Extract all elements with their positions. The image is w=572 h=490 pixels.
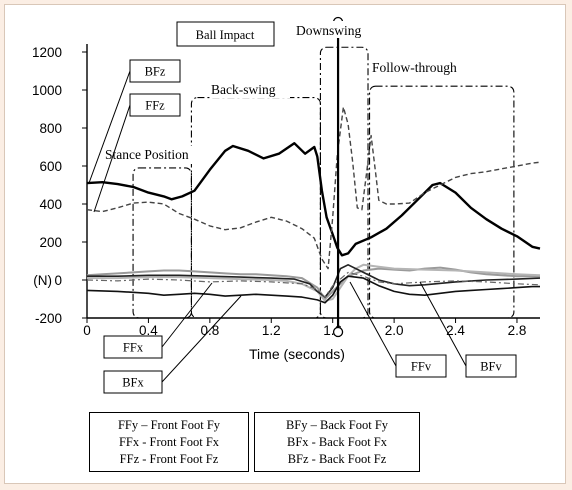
backswing-label: Back-swing: [211, 82, 276, 97]
legend-front-foot: FFy – Front Foot Fy FFx - Front Foot Fx …: [89, 412, 249, 472]
downswing-label: Downswing: [296, 23, 362, 38]
series-line-bfx: [86, 275, 540, 304]
annotations: Ball Impact Downswing Follow-through Back-s…: [88, 16, 517, 394]
callout-box-bfx: [103, 370, 163, 394]
follow-through-phase-box: [368, 85, 515, 319]
stance-label-bg: [104, 146, 208, 164]
series-line-ffz: [86, 106, 541, 270]
callout-box-bfz: [129, 59, 181, 83]
series-line-bfz: [86, 142, 541, 257]
legend-entry-bfx: BFx - Back Foot Fx: [286, 434, 387, 449]
follow-through-label-bg: [371, 58, 496, 76]
legend-back-foot: BFy – Back Foot Fy BFx - Back Foot Fx BF…: [254, 412, 420, 472]
callout-leader-ffx: [161, 282, 213, 348]
callout-box-ffz: [129, 93, 181, 117]
callout-box-bfv: [465, 354, 517, 378]
x-tick-label: 2.4: [446, 323, 465, 338]
legend-entry-bfy: BFy – Back Foot Fy: [285, 417, 389, 432]
legend-entry-bfz: BFz - Back Foot Fz: [287, 451, 387, 466]
y-tick-label: 1000: [32, 83, 62, 98]
legend-entry-ffz: FFz - Front Foot Fz: [119, 451, 219, 466]
callout-leader-ffv: [349, 281, 397, 367]
stance-label: Stance Position: [105, 147, 189, 162]
callout-label-ffz: FFz: [145, 99, 165, 113]
callout-leader-bfv: [419, 281, 467, 367]
downswing-label-bg: [296, 21, 373, 38]
series-line-unlabeled-6: [86, 271, 541, 298]
callout-label-bfz: BFz: [145, 65, 166, 79]
x-tick-label: 0: [83, 323, 91, 338]
x-tick-label: 2.0: [385, 323, 404, 338]
y-tick-label: 400: [39, 197, 62, 212]
ball-impact-label-box: [176, 21, 275, 47]
y-tick-label: -200: [35, 311, 62, 326]
legend-entry-ffy: FFy – Front Foot Fy: [117, 417, 221, 432]
y-axis-label: (N): [33, 273, 52, 288]
x-tick-label: 2.8: [508, 323, 527, 338]
callout-box-ffx: [103, 335, 163, 359]
ball-impact-label: Ball Impact: [196, 28, 255, 42]
x-tick-label: 0.4: [139, 323, 158, 338]
series-layer: [86, 106, 541, 304]
callout-leader-bfx: [161, 295, 242, 383]
y-tick-label: 200: [39, 235, 62, 250]
stance-phase-box: [132, 167, 192, 319]
series-line-ffx: [87, 264, 541, 298]
callout-leader-bfz: [88, 70, 131, 184]
callout-label-bfv: BFv: [480, 360, 502, 374]
y-tick-label: 1200: [32, 45, 62, 60]
y-tick-label: 800: [39, 121, 62, 136]
y-tick-label: 0: [54, 273, 62, 288]
y-tick-label: 600: [39, 159, 62, 174]
callout-label-bfx: BFx: [122, 376, 144, 390]
callout-label-ffx: FFx: [123, 341, 144, 355]
x-tick-label: 1.2: [262, 323, 281, 338]
callout-box-ffv: [395, 354, 447, 378]
callout-leader-ffz: [93, 104, 131, 213]
impact-marker-bottom: [332, 326, 344, 338]
backswing-label-bg: [210, 80, 290, 98]
series-line-bfy: [87, 263, 541, 302]
x-axis-label: Time (seconds): [249, 346, 345, 362]
legend-entry-ffx: FFx - Front Foot Fx: [118, 434, 220, 449]
follow-through-label: Follow-through: [372, 60, 457, 75]
callout-label-ffv: FFv: [411, 360, 432, 374]
